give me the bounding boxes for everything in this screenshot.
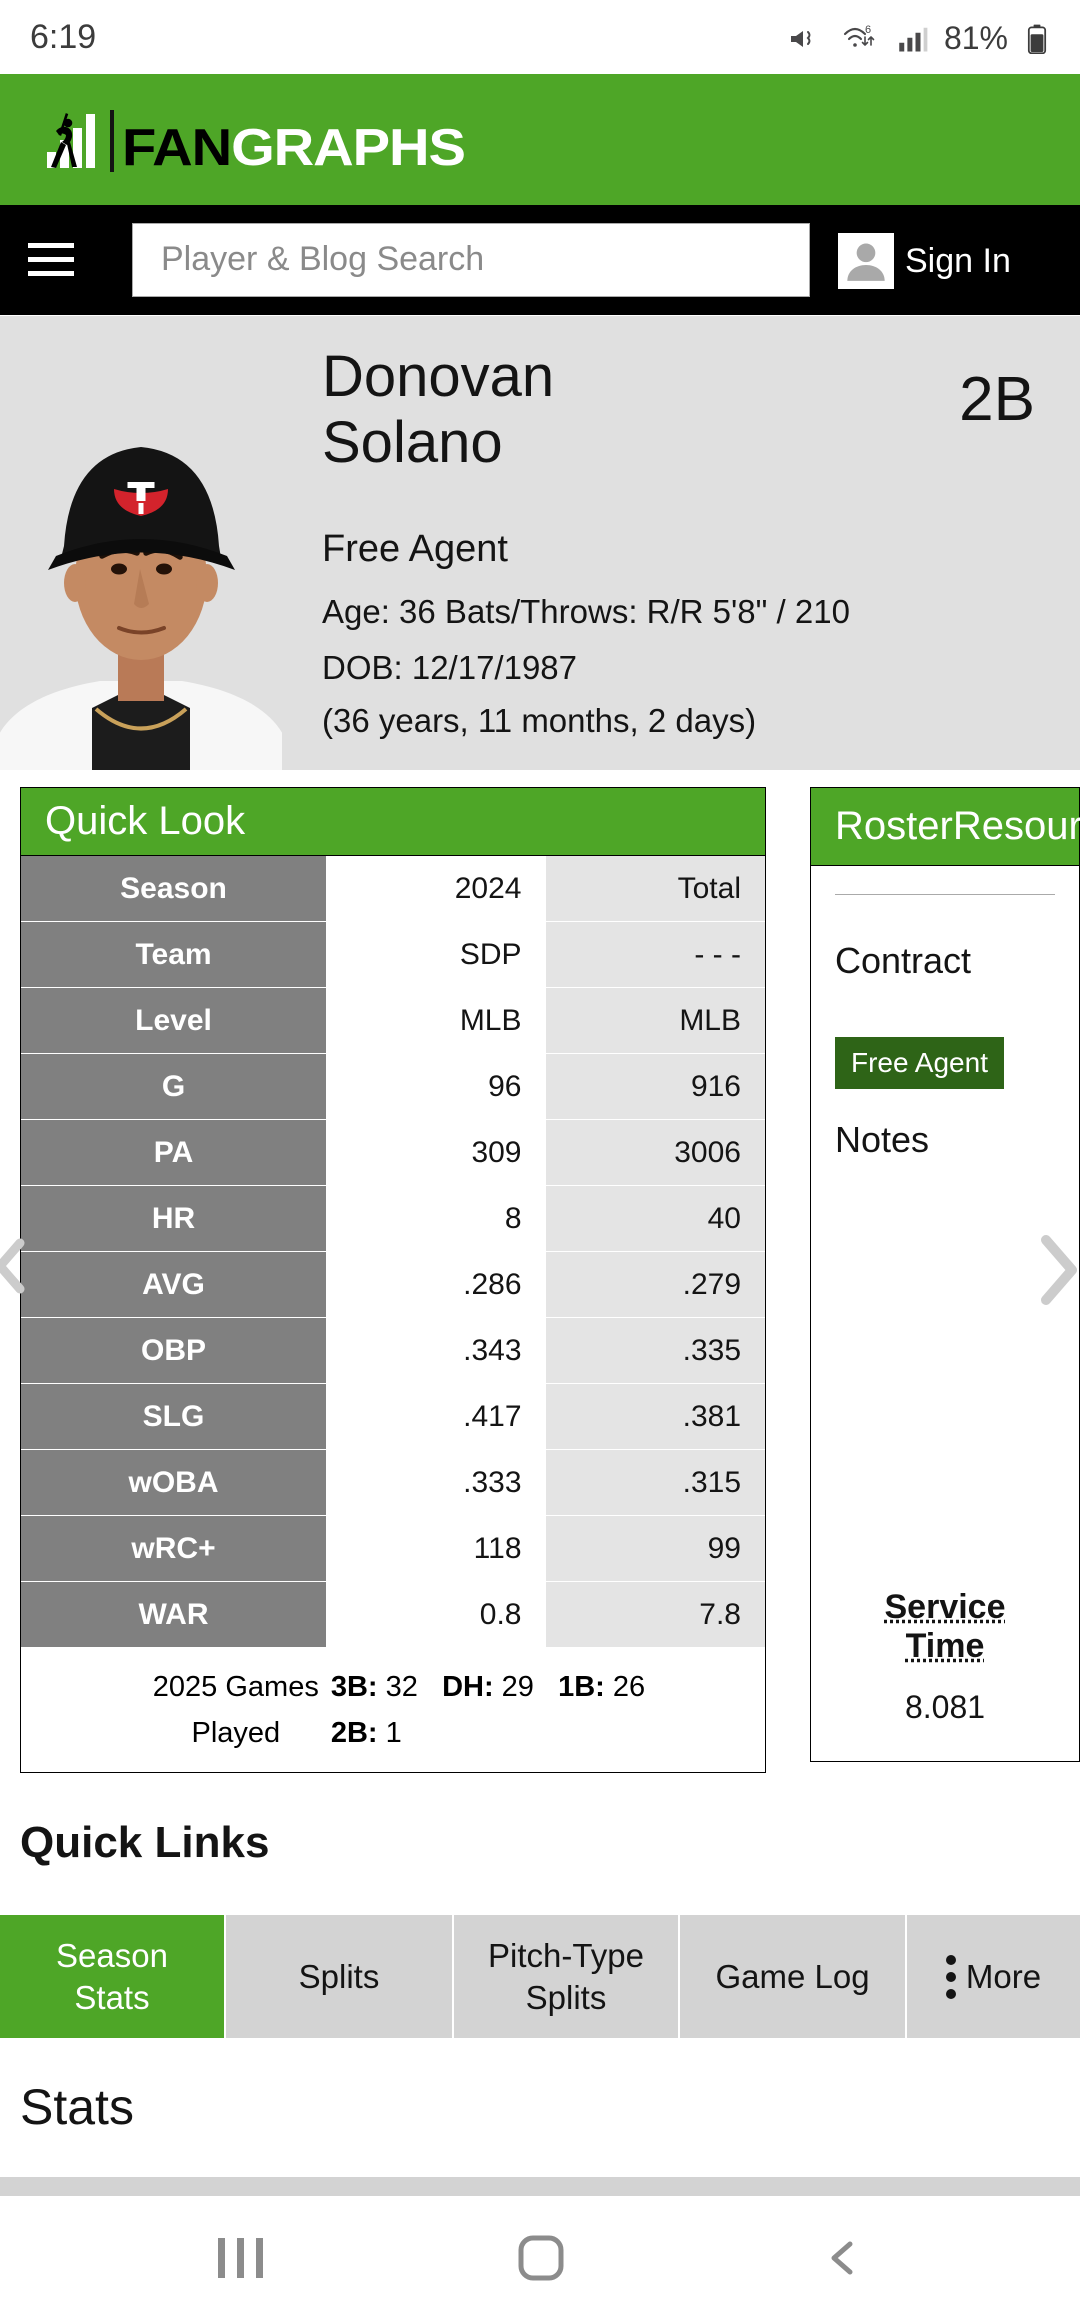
svg-text:6: 6 <box>865 24 871 36</box>
